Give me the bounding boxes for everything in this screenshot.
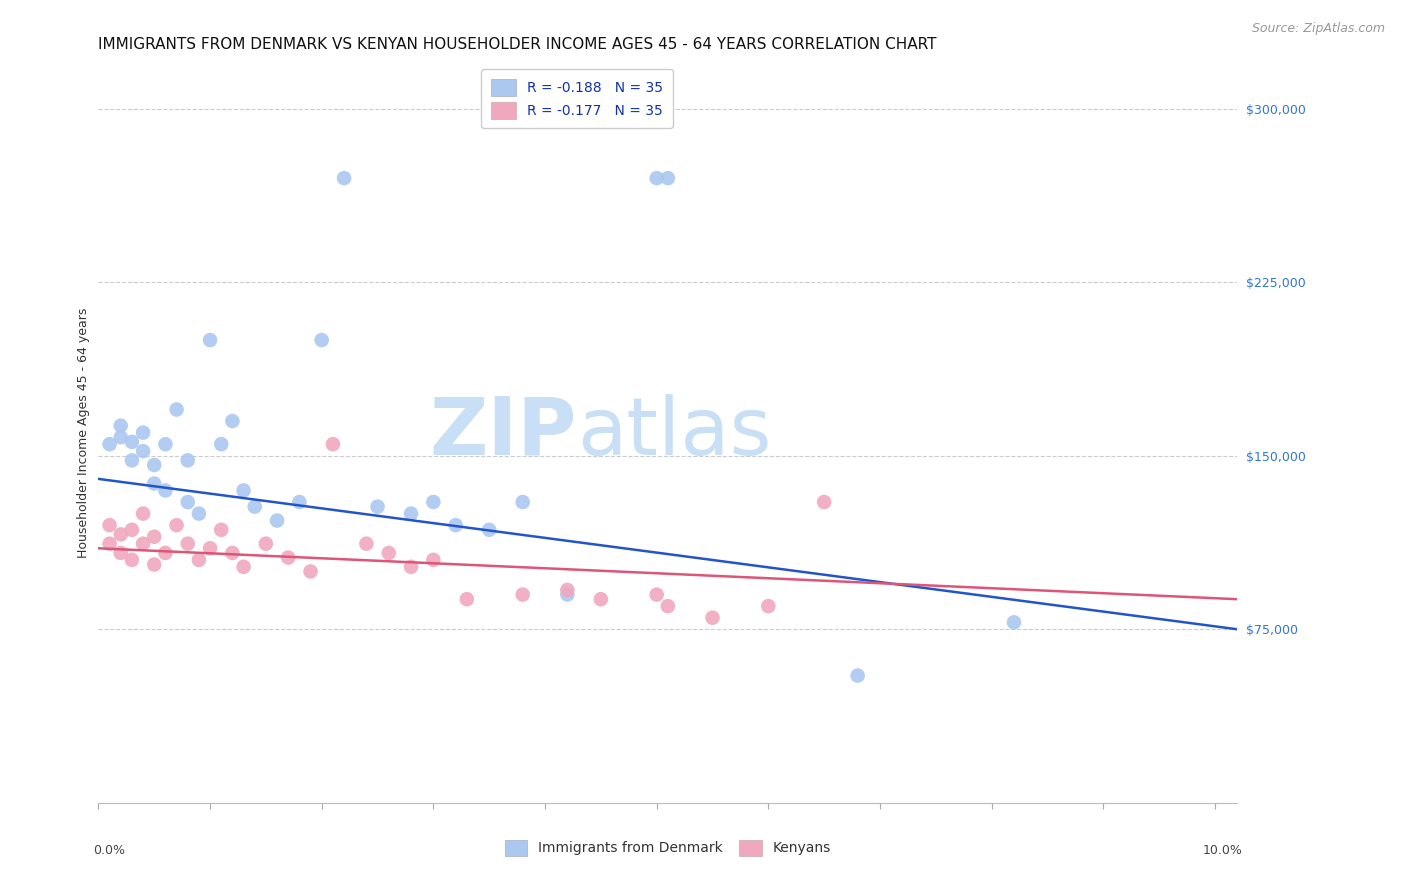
Point <box>221 414 243 428</box>
Point <box>98 518 121 533</box>
Point <box>356 536 378 550</box>
Point <box>589 592 612 607</box>
Point <box>557 588 579 602</box>
Point <box>1002 615 1025 630</box>
Point <box>367 500 389 514</box>
Point <box>187 553 209 567</box>
Point <box>110 546 132 560</box>
Text: 10.0%: 10.0% <box>1204 844 1243 856</box>
Point <box>512 495 534 509</box>
Text: 0.0%: 0.0% <box>93 844 125 856</box>
Point <box>177 536 200 550</box>
Point <box>132 536 155 550</box>
Point <box>110 430 132 444</box>
Point <box>209 523 232 537</box>
Legend: Immigrants from Denmark, Kenyans: Immigrants from Denmark, Kenyans <box>498 832 838 863</box>
Point <box>288 495 311 509</box>
Point <box>221 546 243 560</box>
Point <box>254 536 277 550</box>
Point <box>277 550 299 565</box>
Point <box>657 599 679 614</box>
Point <box>702 610 724 624</box>
Point <box>132 507 155 521</box>
Point <box>645 588 668 602</box>
Point <box>299 565 322 579</box>
Text: atlas: atlas <box>576 393 770 472</box>
Point <box>187 507 209 521</box>
Point <box>756 599 779 614</box>
Point <box>132 425 155 440</box>
Text: Source: ZipAtlas.com: Source: ZipAtlas.com <box>1251 22 1385 36</box>
Point <box>243 500 266 514</box>
Point <box>478 523 501 537</box>
Point <box>121 453 143 467</box>
Point <box>198 541 221 556</box>
Point <box>512 588 534 602</box>
Point <box>177 495 200 509</box>
Point <box>121 553 143 567</box>
Point <box>846 668 869 682</box>
Point <box>377 546 399 560</box>
Point <box>266 514 288 528</box>
Point <box>399 507 422 521</box>
Point <box>444 518 467 533</box>
Point <box>98 536 121 550</box>
Point <box>143 558 166 572</box>
Point <box>422 495 444 509</box>
Y-axis label: Householder Income Ages 45 - 64 years: Householder Income Ages 45 - 64 years <box>77 308 90 558</box>
Point <box>645 171 668 186</box>
Point <box>121 523 143 537</box>
Point <box>166 402 188 417</box>
Text: IMMIGRANTS FROM DENMARK VS KENYAN HOUSEHOLDER INCOME AGES 45 - 64 YEARS CORRELAT: IMMIGRANTS FROM DENMARK VS KENYAN HOUSEH… <box>98 37 936 52</box>
Point <box>557 582 579 597</box>
Point <box>143 530 166 544</box>
Point <box>813 495 835 509</box>
Point <box>322 437 344 451</box>
Point <box>110 527 132 541</box>
Point <box>143 458 166 472</box>
Point <box>110 418 132 433</box>
Point <box>155 437 177 451</box>
Point <box>209 437 232 451</box>
Point <box>155 546 177 560</box>
Point <box>422 553 444 567</box>
Point <box>155 483 177 498</box>
Point <box>166 518 188 533</box>
Point <box>232 559 254 574</box>
Point <box>198 333 221 347</box>
Point <box>132 444 155 458</box>
Point <box>232 483 254 498</box>
Point <box>399 559 422 574</box>
Point <box>456 592 478 607</box>
Point <box>311 333 333 347</box>
Point <box>121 434 143 449</box>
Point <box>98 437 121 451</box>
Point <box>657 171 679 186</box>
Point <box>177 453 200 467</box>
Text: ZIP: ZIP <box>429 393 576 472</box>
Point <box>333 171 356 186</box>
Point <box>143 476 166 491</box>
